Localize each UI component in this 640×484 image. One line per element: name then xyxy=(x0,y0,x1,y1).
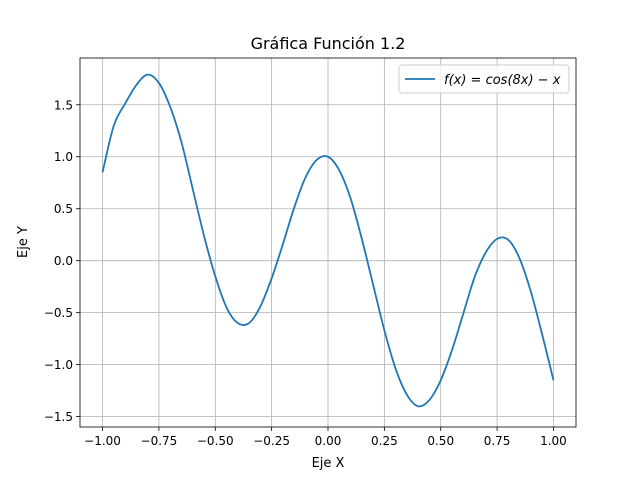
x-tick-label: −1.00 xyxy=(84,434,121,448)
series-line xyxy=(101,73,555,408)
x-tick-label: −0.75 xyxy=(141,434,178,448)
y-tick-label: 1.0 xyxy=(54,150,73,164)
legend-box xyxy=(398,64,570,94)
chart-title: Gráfica Función 1.2 xyxy=(251,34,406,53)
y-tick-label: −0.5 xyxy=(44,306,73,320)
y-tick-label: 0.0 xyxy=(54,254,73,268)
legend-label: f(x) = cos(8x) − x xyxy=(444,73,561,88)
x-tick-label: 0.00 xyxy=(315,434,342,448)
y-tick-label: −1.0 xyxy=(44,358,73,372)
y-tick-label: −1.5 xyxy=(44,410,73,424)
x-tick-label: 0.75 xyxy=(484,434,511,448)
x-tick-label: 0.25 xyxy=(371,434,398,448)
x-tick-label: −0.50 xyxy=(197,434,234,448)
y-tick-label: 0.5 xyxy=(54,202,73,216)
x-axis-ticks: −1.00 −0.75 −0.50 −0.25 0.00 0.25 0.50 0.75 1.00 xyxy=(84,427,567,448)
y-axis-ticks: −1.5 −1.0 −0.5 0.0 0.5 1.0 1.5 xyxy=(44,98,80,424)
x-tick-label: −0.25 xyxy=(253,434,290,448)
legend: f(x) = cos(8x) − x xyxy=(398,64,570,94)
x-axis-label: Eje X xyxy=(312,456,345,471)
y-axis-label: Eje Y xyxy=(16,226,31,258)
x-tick-label: 1.00 xyxy=(540,434,567,448)
x-tick-label: 0.50 xyxy=(427,434,454,448)
y-tick-label: 1.5 xyxy=(54,98,73,112)
series-lines xyxy=(101,73,555,408)
